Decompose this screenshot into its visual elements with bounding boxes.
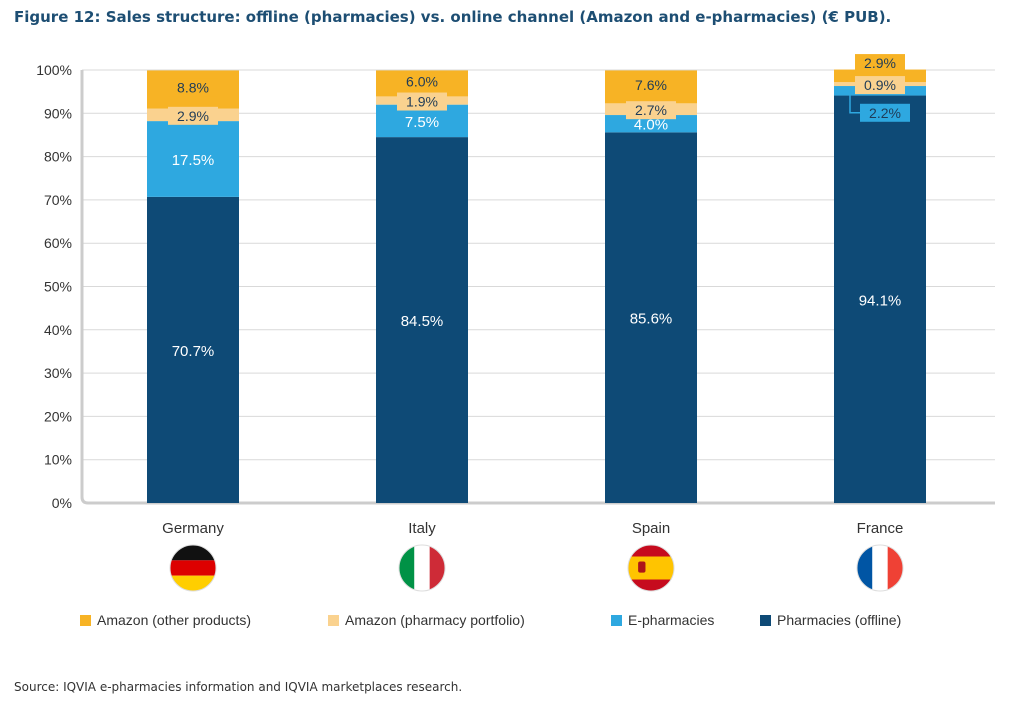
bar-segment-pharmacies-offline (834, 95, 926, 503)
stacked-bar-chart: 0% 10% 20% 30% 40% 50% 60% 70% 80% 90% 100% 70.7% 17… (36, 54, 995, 592)
legend-label: E-pharmacies (628, 612, 715, 628)
y-tick-label: 70% (44, 192, 72, 208)
legend-label: Amazon (pharmacy portfolio) (345, 612, 525, 628)
y-tick-label: 0% (52, 495, 72, 511)
data-label-box (168, 78, 218, 97)
y-tick-label: 50% (44, 279, 72, 295)
italy-flag-icon (398, 544, 446, 592)
spain-flag-icon (627, 544, 675, 592)
y-tick-label: 10% (44, 452, 72, 468)
data-label: 2.2% (869, 105, 901, 121)
category-label: Germany (162, 520, 224, 537)
bar-segment-e-pharmacies (605, 115, 697, 133)
data-label-box (168, 106, 218, 125)
legend-swatch (80, 614, 91, 626)
source-note: Source: IQVIA e-pharmacies information a… (14, 680, 463, 694)
data-label: 6.0% (406, 73, 438, 89)
france-flag-icon (856, 544, 904, 592)
data-label-box (397, 92, 447, 111)
y-tick-label: 100% (36, 62, 72, 78)
y-tick-label: 40% (44, 322, 72, 338)
data-label-box (860, 103, 910, 122)
legend-item: E-pharmacies (611, 612, 714, 628)
y-tick-label: 80% (44, 149, 72, 165)
data-label: 17.5% (172, 152, 215, 169)
legend: Amazon (other products) Amazon (pharmacy … (0, 612, 1024, 632)
data-label: 0.9% (864, 77, 896, 93)
y-tick-label: 90% (44, 105, 72, 121)
data-label: 8.8% (177, 79, 209, 95)
bar-segment-e-pharmacies (147, 121, 239, 197)
data-label: 70.7% (172, 343, 215, 360)
data-label: 2.9% (864, 55, 896, 71)
data-label: 7.5% (405, 114, 439, 131)
legend-label: Pharmacies (offline) (777, 612, 902, 628)
category-label: Italy (408, 520, 436, 537)
legend-item: Amazon (other products) (80, 612, 251, 628)
bar-segment-pharmacies-offline (376, 137, 468, 504)
chart-title: Figure 12: Sales structure: offline (pha… (14, 8, 892, 26)
y-tick-label: 30% (44, 365, 72, 381)
data-label-box (626, 101, 676, 120)
legend-item: Amazon (pharmacy portfolio) (328, 612, 525, 628)
y-tick-label: 60% (44, 235, 72, 251)
category-label: France (857, 520, 904, 537)
legend-swatch (611, 614, 622, 626)
leader-line (849, 90, 860, 114)
data-label-box (397, 72, 447, 91)
data-label-box (855, 54, 905, 73)
data-label: 1.9% (406, 94, 438, 110)
category-label: Spain (632, 520, 670, 537)
data-label-box (855, 76, 905, 95)
bar-segment-pharmacies-offline (605, 132, 697, 504)
legend-label: Amazon (other products) (97, 612, 252, 628)
legend-swatch (328, 614, 339, 626)
y-tick-label: 20% (44, 408, 72, 424)
legend-item: Pharmacies (offline) (760, 612, 901, 628)
axis-frame (80, 70, 995, 505)
data-label: 2.9% (177, 108, 209, 124)
germany-flag-icon (169, 544, 217, 592)
data-label-box (626, 75, 676, 94)
data-label: 94.1% (859, 292, 902, 309)
data-label: 2.7% (635, 102, 667, 118)
data-label: 7.6% (635, 77, 667, 93)
data-label: 84.5% (401, 313, 444, 330)
bar-segment-pharmacies-offline (147, 196, 239, 503)
data-label: 85.6% (630, 311, 673, 328)
data-label: 4.0% (634, 117, 668, 134)
legend-swatch (760, 614, 771, 626)
